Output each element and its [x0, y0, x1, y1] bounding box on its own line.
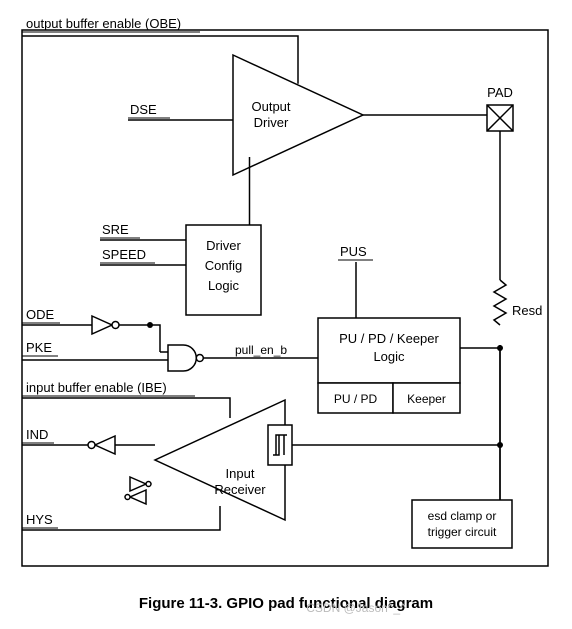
- hys-inv-left: [130, 490, 146, 504]
- cfg-label2: Config: [205, 258, 243, 273]
- hys-label: HYS: [26, 512, 53, 527]
- pke-label: PKE: [26, 340, 52, 355]
- ind-inverter: [95, 436, 115, 454]
- nand-bubble: [196, 355, 203, 362]
- ode-label: ODE: [26, 307, 55, 322]
- ode-wire2: [119, 325, 160, 352]
- esd-clamp: [412, 500, 512, 548]
- input-receiver: [155, 400, 285, 520]
- output-driver-label1: Output: [251, 99, 290, 114]
- ibe-label: input buffer enable (IBE): [26, 380, 167, 395]
- pk-label1: PU / PD / Keeper: [339, 331, 439, 346]
- hys-inv-left-bubble: [125, 495, 130, 500]
- pupd-label: PU / PD: [334, 392, 378, 406]
- schmitt-box: [268, 425, 292, 465]
- ibe-wire: [22, 398, 230, 418]
- ind-inverter-bubble: [88, 442, 95, 449]
- keeper-label: Keeper: [407, 392, 446, 406]
- resd-resistor: [494, 280, 506, 325]
- rx-label1: Input: [226, 466, 255, 481]
- ind-label: IND: [26, 427, 48, 442]
- rx-label2: Receiver: [214, 482, 266, 497]
- watermark: CSDN @Jason^_^: [306, 601, 406, 615]
- obe-label: output buffer enable (OBE): [26, 16, 181, 31]
- output-driver-label2: Driver: [254, 115, 289, 130]
- pull-en-b-label: pull_en_b: [235, 343, 287, 357]
- esd-label2: trigger circuit: [428, 525, 497, 539]
- hys-inv-right: [130, 477, 146, 491]
- speed-label: SPEED: [102, 247, 146, 262]
- dse-label: DSE: [130, 102, 157, 117]
- ode-inverter-bubble: [112, 322, 119, 329]
- resd-label: Resd: [512, 303, 542, 318]
- pad-label: PAD: [487, 85, 513, 100]
- hys-inv-right-bubble: [146, 482, 151, 487]
- esd-label1: esd clamp or: [428, 509, 497, 523]
- ode-junction: [147, 322, 153, 328]
- sre-label: SRE: [102, 222, 129, 237]
- cfg-label3: Logic: [208, 278, 240, 293]
- ode-inverter: [92, 316, 112, 334]
- nand-gate: [168, 345, 196, 371]
- pk-label2: Logic: [373, 349, 405, 364]
- cfg-label1: Driver: [206, 238, 241, 253]
- pus-label: PUS: [340, 244, 367, 259]
